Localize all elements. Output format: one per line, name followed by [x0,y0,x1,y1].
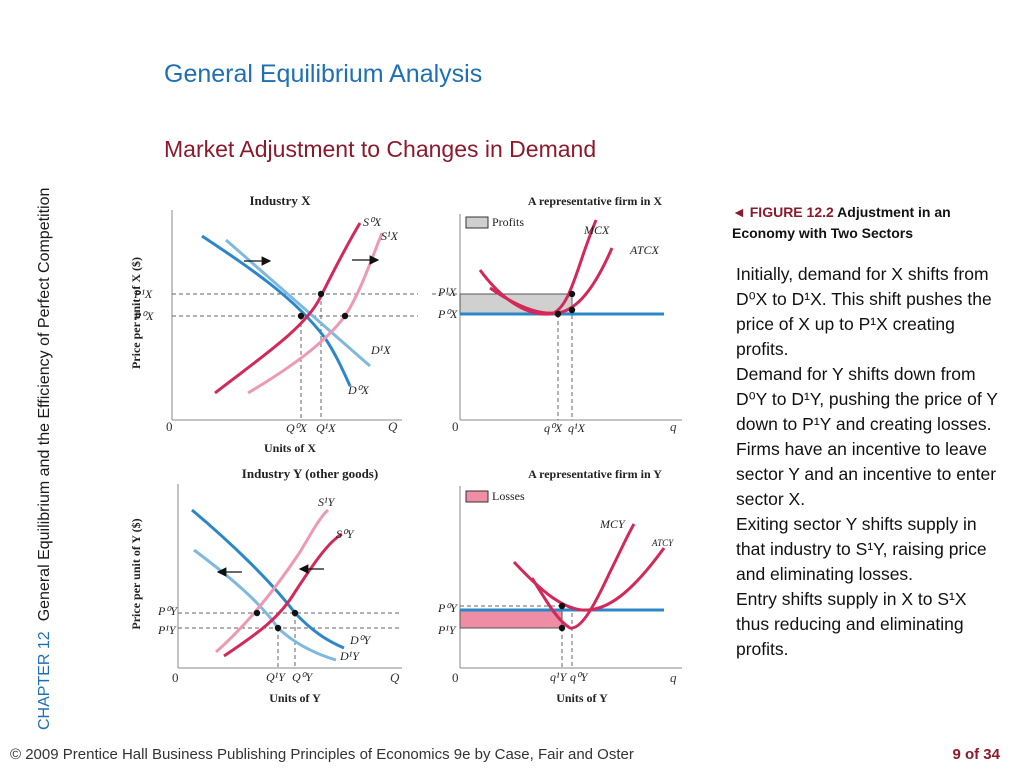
quantity-tick: q¹Y [550,670,568,684]
curve-label: ATCY [651,538,674,548]
slide-subtitle: Market Adjustment to Changes in Demand [164,136,597,162]
curve-label: S⁰Y [336,527,355,541]
chapter-title: General Equilibrium and the Efficiency o… [36,187,53,622]
x-axis-end-label: Q [388,419,398,434]
losses-legend-swatch [465,490,489,503]
chart-title: Industry Y (other goods) [242,466,378,481]
quantity-tick: q⁰Y [570,670,589,684]
figure-caption: ◄ FIGURE 12.2 Adjustment in an Economy w… [732,202,994,244]
quantity-tick: Q⁰X [286,421,307,435]
chart-title: Industry X [249,193,311,208]
industry-y-chart: Industry Y (other goods) Price per unit … [129,466,402,705]
industry-x-chart: Industry X Price per unit of X ($) 0 Q U… [129,193,418,455]
quantity-tick: q¹X [568,421,586,435]
origin-label: 0 [452,670,459,685]
page-number: 9 of 34 [952,746,1000,763]
curve-label: D⁰X [347,383,369,397]
demand-curve-d0x [201,234,352,387]
curve-label: S¹Y [318,495,336,509]
quantity-tick: q⁰X [544,421,563,435]
profits-legend-swatch [465,216,489,229]
explanation-text: Initially, demand for X shifts from D⁰X … [736,262,1004,662]
x-axis-label: Units of Y [556,691,608,705]
x-axis-end-label: Q [390,670,400,685]
curve-label: MCX [583,223,610,237]
equilibrium-point [297,312,305,320]
curve-label: MCY [599,517,626,531]
demand-curve-d1y [193,548,337,662]
chapter-label: CHAPTER 12 [36,631,53,730]
caption-arrow-icon: ◄ [732,204,746,220]
explanation-paragraph: Exiting sector Y shifts supply in that i… [736,514,987,584]
firm-x-chart: A representative firm in X Profits 0 q M… [432,194,682,435]
mc-curve [530,523,636,630]
curve-label: D¹X [370,343,391,357]
firm-y-chart: A representative firm in Y Losses 0 q Un… [437,467,682,705]
losses-area [459,609,563,629]
price-tick: P⁰Y [437,601,458,615]
demand-curve-d1x [225,238,371,368]
supply-curve-s1x [247,232,384,395]
price-tick: P⁰Y [157,604,178,618]
supply-curve-s1y [215,508,330,654]
x-axis-end-label: q [670,670,677,685]
x-axis-label: Units of Y [269,691,321,705]
origin-label: 0 [452,419,459,434]
supply-curve-s0x [214,222,362,395]
explanation-paragraph: Entry shifts supply in X to S¹X thus red… [736,589,967,659]
chart-title: A representative firm in X [528,194,663,208]
curve-label: ATCX [629,243,660,257]
equilibrium-point [568,306,576,314]
equilibrium-point [554,310,562,318]
sidebar-text: CHAPTER 12 General Equilibrium and the Ef… [36,188,54,730]
explanation-paragraph: Demand for Y shifts down from D⁰Y to D¹Y… [736,364,998,434]
quantity-tick: Q¹X [316,421,336,435]
explanation-paragraph: Initially, demand for X shifts from D⁰X … [736,264,992,359]
quantity-tick: Q⁰Y [292,670,313,684]
price-tick: P¹X [437,285,457,299]
equilibrium-point [317,290,325,298]
curve-label: S⁰X [363,215,382,229]
x-axis-end-label: q [670,419,677,434]
profits-legend-label: Profits [492,215,524,229]
explanation-paragraph: Firms have an incentive to leave sector … [736,439,997,509]
y-axis-label: Price per unit of X ($) [129,257,143,369]
sidebar: CHAPTER 12 General Equilibrium and the Ef… [6,40,53,740]
curve-label: D⁰Y [349,633,371,647]
y-axis-label: Price per unit of Y ($) [129,518,143,629]
equilibrium-point [558,602,566,610]
supply-curve-s0y [223,532,343,658]
equilibrium-point [274,624,282,632]
equilibrium-point [558,624,566,632]
quantity-tick: Q¹Y [266,670,286,684]
x-axis-label: Units of X [264,441,316,455]
price-tick: P¹X [133,287,153,301]
atc-curve [489,247,614,315]
curve-label: S¹X [381,229,399,243]
price-tick: P⁰X [437,307,458,321]
price-tick: P⁰X [133,309,154,323]
equilibrium-point [568,290,576,298]
equilibrium-point [341,312,349,320]
origin-label: 0 [172,670,179,685]
figure-number: FIGURE 12.2 [749,204,834,220]
price-tick: P¹Y [157,623,177,637]
chart-title: A representative firm in Y [528,467,662,481]
origin-label: 0 [166,419,173,434]
footer-copyright: © 2009 Prentice Hall Business Publishing… [10,746,634,763]
curve-label: D¹Y [339,649,360,663]
slide-title: General Equilibrium Analysis [164,60,483,88]
atc-curve [512,547,666,612]
figure-caption-text: Adjustment in an Economy with Two Sector… [732,204,951,241]
losses-legend-label: Losses [492,489,525,503]
demand-curve-d0y [191,508,345,650]
equilibrium-point [253,609,261,617]
equilibrium-point [291,609,299,617]
price-tick: P¹Y [437,623,457,637]
